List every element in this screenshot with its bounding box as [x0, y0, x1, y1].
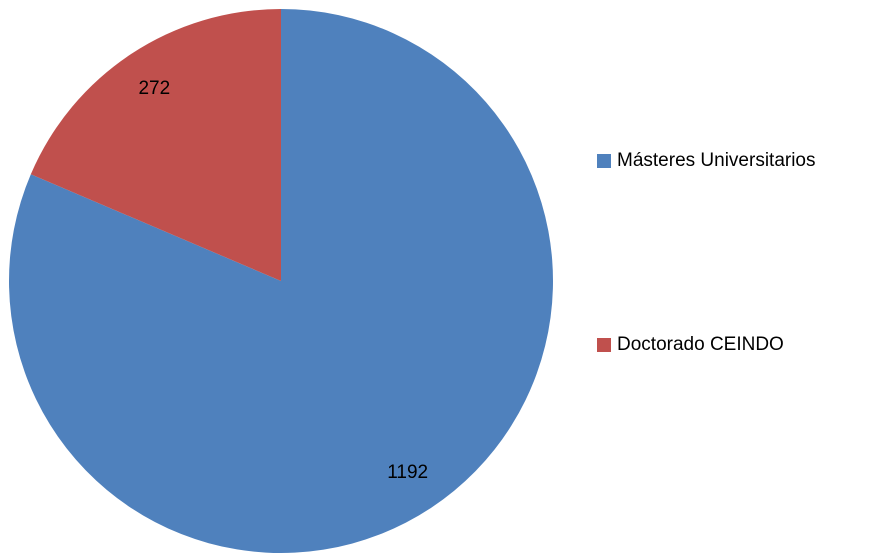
data-label: 272	[138, 78, 170, 99]
pie-slice	[30, 9, 281, 281]
legend-label: Doctorado CEINDO	[617, 334, 784, 355]
legend-swatch	[597, 338, 611, 352]
legend-swatch	[597, 154, 611, 168]
pie-slice	[8, 9, 554, 554]
data-label: 1192	[387, 462, 428, 483]
legend-label: Másteres Universitarios	[617, 150, 816, 171]
